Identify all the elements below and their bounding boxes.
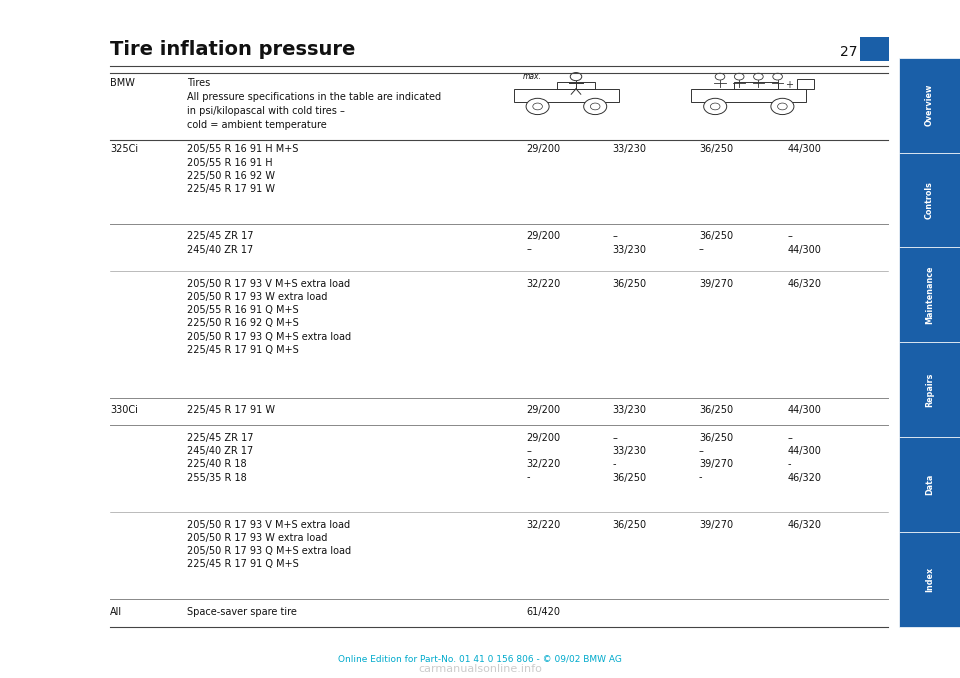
Text: 46/320: 46/320: [787, 279, 821, 289]
Text: 205/50 R 17 93 V M+S extra load
205/50 R 17 93 W extra load
205/55 R 16 91 Q M+S: 205/50 R 17 93 V M+S extra load 205/50 R…: [187, 279, 351, 355]
Bar: [899, 58, 960, 153]
Text: 225/45 ZR 17
245/40 ZR 17
225/40 R 18
255/35 R 18: 225/45 ZR 17 245/40 ZR 17 225/40 R 18 25…: [187, 433, 253, 483]
Text: 32/220: 32/220: [526, 279, 561, 289]
Text: 39/270: 39/270: [699, 520, 733, 530]
Text: 44/300: 44/300: [787, 405, 821, 415]
Text: Overview: Overview: [924, 84, 934, 126]
Bar: [734, 82, 778, 89]
Text: max.: max.: [523, 72, 542, 81]
Text: 29/200
–
32/220
-: 29/200 – 32/220 -: [526, 433, 561, 483]
Text: 61/420: 61/420: [526, 607, 560, 617]
Bar: [860, 37, 889, 61]
Text: 39/270: 39/270: [699, 279, 733, 289]
Text: 36/250: 36/250: [699, 144, 733, 155]
Text: 27: 27: [840, 45, 857, 59]
Bar: [691, 89, 806, 102]
Text: –
44/300
-
46/320: – 44/300 - 46/320: [787, 433, 821, 483]
Text: Maintenance: Maintenance: [924, 266, 934, 324]
Text: 325Ci: 325Ci: [110, 144, 138, 155]
Text: Space-saver spare tire: Space-saver spare tire: [187, 607, 297, 617]
Bar: [557, 82, 595, 89]
Text: Tire inflation pressure: Tire inflation pressure: [110, 40, 356, 59]
Text: 36/250: 36/250: [612, 520, 647, 530]
Circle shape: [704, 98, 727, 115]
Text: +: +: [785, 80, 793, 89]
Text: BMW: BMW: [110, 78, 135, 88]
Text: 205/50 R 17 93 V M+S extra load
205/50 R 17 93 W extra load
205/50 R 17 93 Q M+S: 205/50 R 17 93 V M+S extra load 205/50 R…: [187, 520, 351, 570]
Text: Online Edition for Part-No. 01 41 0 156 806 - © 09/02 BMW AG: Online Edition for Part-No. 01 41 0 156 …: [338, 654, 622, 663]
Text: Tires
All pressure specifications in the table are indicated
in psi/kilopascal w: Tires All pressure specifications in the…: [187, 78, 442, 130]
Text: All: All: [110, 607, 123, 617]
Text: –
44/300: – 44/300: [787, 231, 821, 254]
Bar: [899, 342, 960, 437]
Text: 33/230: 33/230: [612, 405, 646, 415]
Text: 36/250: 36/250: [612, 279, 647, 289]
Text: 225/45 R 17 91 W: 225/45 R 17 91 W: [187, 405, 276, 415]
Text: 330Ci: 330Ci: [110, 405, 138, 415]
Text: 36/250: 36/250: [699, 405, 733, 415]
Bar: [514, 89, 619, 102]
Text: Index: Index: [924, 567, 934, 593]
Text: Repairs: Repairs: [924, 373, 934, 407]
Text: 44/300: 44/300: [787, 144, 821, 155]
Text: 205/55 R 16 91 H M+S
205/55 R 16 91 H
225/50 R 16 92 W
225/45 R 17 91 W: 205/55 R 16 91 H M+S 205/55 R 16 91 H 22…: [187, 144, 299, 194]
Circle shape: [526, 98, 549, 115]
Text: 46/320: 46/320: [787, 520, 821, 530]
Bar: [899, 247, 960, 342]
Bar: [899, 437, 960, 532]
Text: 36/250
–
39/270
-: 36/250 – 39/270 -: [699, 433, 733, 483]
Text: 29/200
–: 29/200 –: [526, 231, 561, 254]
Text: –
33/230: – 33/230: [612, 231, 646, 254]
Bar: [797, 79, 814, 89]
Text: 36/250
–: 36/250 –: [699, 231, 733, 254]
Circle shape: [771, 98, 794, 115]
Text: 29/200: 29/200: [526, 405, 561, 415]
Text: Controls: Controls: [924, 181, 934, 219]
Text: 29/200: 29/200: [526, 144, 561, 155]
Text: 33/230: 33/230: [612, 144, 646, 155]
Text: 225/45 ZR 17
245/40 ZR 17: 225/45 ZR 17 245/40 ZR 17: [187, 231, 253, 254]
Text: 32/220: 32/220: [526, 520, 561, 530]
Text: –
33/230
-
36/250: – 33/230 - 36/250: [612, 433, 647, 483]
Text: carmanualsonline.info: carmanualsonline.info: [418, 664, 542, 674]
Bar: [899, 153, 960, 247]
Text: Data: Data: [924, 474, 934, 496]
Bar: [899, 532, 960, 627]
Circle shape: [584, 98, 607, 115]
